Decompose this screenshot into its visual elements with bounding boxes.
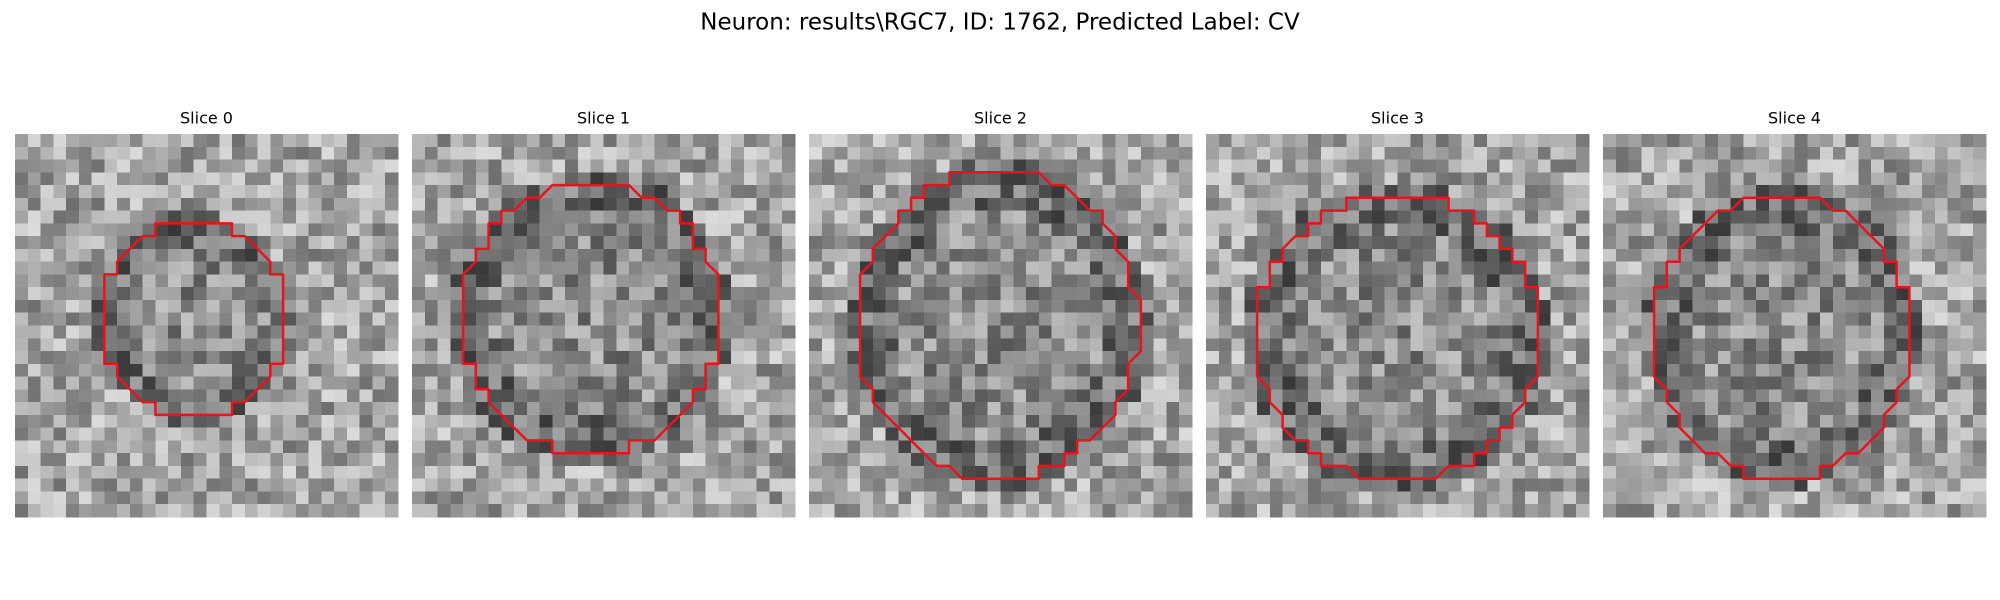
panel-title: Slice 4 xyxy=(1768,109,1821,128)
contour xyxy=(461,183,720,455)
contour xyxy=(1255,196,1540,480)
slice-image xyxy=(15,134,399,518)
slice-image xyxy=(1206,134,1590,518)
slice-image xyxy=(809,134,1193,518)
panel-title: Slice 2 xyxy=(974,109,1027,128)
panel-title: Slice 3 xyxy=(1371,109,1424,128)
slice-image xyxy=(1603,134,1987,518)
contour xyxy=(858,171,1143,480)
slice-image xyxy=(412,134,796,518)
panel-title: Slice 0 xyxy=(180,109,233,128)
panel-title: Slice 1 xyxy=(577,109,630,128)
figure-title: Neuron: results\RGC7, ID: 1762, Predicte… xyxy=(700,10,1300,36)
contour xyxy=(1652,196,1911,480)
contour xyxy=(103,222,285,417)
